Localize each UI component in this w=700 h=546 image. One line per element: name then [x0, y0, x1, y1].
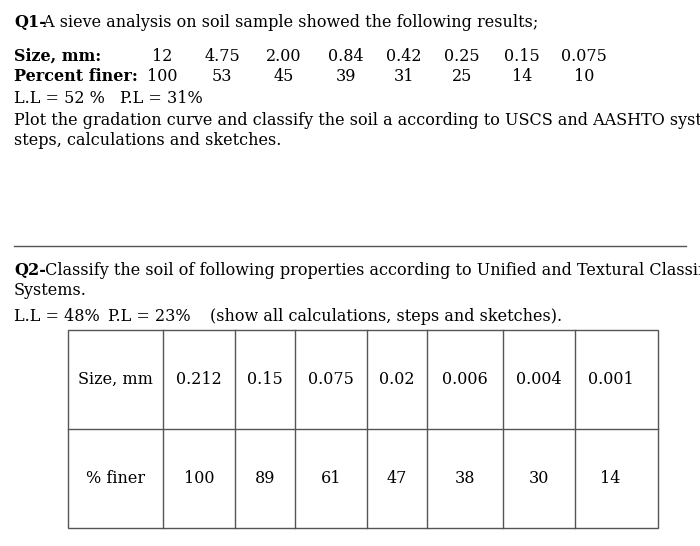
Text: 0.15: 0.15 [247, 371, 283, 388]
Text: 14: 14 [512, 68, 532, 85]
Text: Size, mm:: Size, mm: [14, 48, 101, 65]
Text: Systems.: Systems. [14, 282, 87, 299]
Text: 0.25: 0.25 [444, 48, 480, 65]
Text: 31: 31 [393, 68, 414, 85]
Text: 0.42: 0.42 [386, 48, 421, 65]
Text: Classify the soil of following properties according to Unified and Textural Clas: Classify the soil of following propertie… [40, 262, 700, 279]
Text: 100: 100 [183, 470, 214, 487]
Text: steps, calculations and sketches.: steps, calculations and sketches. [14, 132, 281, 149]
Text: L.L = 48%: L.L = 48% [14, 308, 99, 325]
Text: 2.00: 2.00 [266, 48, 302, 65]
Text: 0.004: 0.004 [516, 371, 562, 388]
Text: 12: 12 [152, 48, 172, 65]
Text: Q1-: Q1- [14, 14, 46, 31]
Text: Size, mm: Size, mm [78, 371, 153, 388]
Text: 0.84: 0.84 [328, 48, 364, 65]
Text: 4.75: 4.75 [204, 48, 240, 65]
Text: 53: 53 [211, 68, 232, 85]
Text: Percent finer:: Percent finer: [14, 68, 138, 85]
Text: P.L = 23%: P.L = 23% [108, 308, 190, 325]
Text: 30: 30 [528, 470, 550, 487]
Text: A sieve analysis on soil sample showed the following results;: A sieve analysis on soil sample showed t… [38, 14, 538, 31]
Text: 0.001: 0.001 [587, 371, 634, 388]
Text: 0.212: 0.212 [176, 371, 222, 388]
Text: Q2-: Q2- [14, 262, 46, 279]
Text: % finer: % finer [86, 470, 145, 487]
Text: 89: 89 [255, 470, 275, 487]
Text: Plot the gradation curve and classify the soil a according to USCS and AASHTO sy: Plot the gradation curve and classify th… [14, 112, 700, 129]
Text: 45: 45 [274, 68, 294, 85]
Text: 38: 38 [455, 470, 475, 487]
Text: 61: 61 [321, 470, 342, 487]
Text: 39: 39 [336, 68, 356, 85]
Text: 0.075: 0.075 [561, 48, 607, 65]
Text: 0.02: 0.02 [379, 371, 414, 388]
Text: P.L = 31%: P.L = 31% [120, 90, 203, 107]
Text: 0.15: 0.15 [504, 48, 540, 65]
Text: 10: 10 [574, 68, 594, 85]
Bar [68, 330, 658, 528]
Text: L.L = 52 %: L.L = 52 % [14, 90, 105, 107]
Text: 0.075: 0.075 [308, 371, 354, 388]
Text: 25: 25 [452, 68, 472, 85]
Text: 0.006: 0.006 [442, 371, 488, 388]
Text: (show all calculations, steps and sketches).: (show all calculations, steps and sketch… [210, 308, 562, 325]
Text: 47: 47 [387, 470, 407, 487]
Text: 14: 14 [601, 470, 621, 487]
Text: 100: 100 [147, 68, 177, 85]
